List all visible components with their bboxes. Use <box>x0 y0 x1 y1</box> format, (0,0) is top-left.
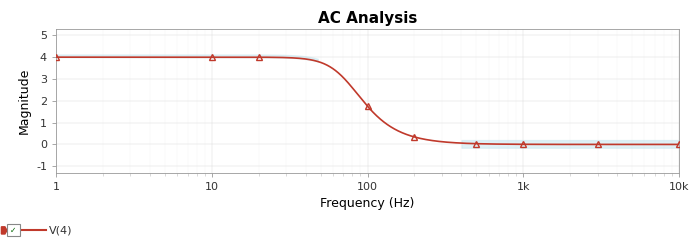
Y-axis label: Magnitude: Magnitude <box>18 68 30 134</box>
Title: AC Analysis: AC Analysis <box>318 11 417 26</box>
Text: ✓: ✓ <box>10 226 17 235</box>
Text: V(4): V(4) <box>49 225 73 235</box>
X-axis label: Frequency (Hz): Frequency (Hz) <box>321 197 414 210</box>
